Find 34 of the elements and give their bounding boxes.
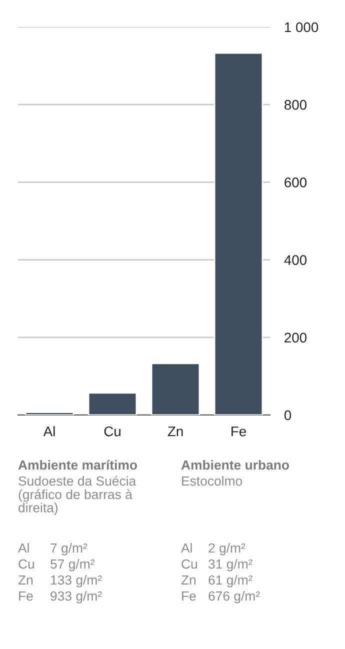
y-tick-label: 800 <box>284 100 307 110</box>
text: Ambiente marítimo <box>18 460 137 470</box>
x-tick-label: Zn <box>168 426 183 436</box>
text: 133 g/m² <box>51 575 102 588</box>
text: 57 g/m² <box>50 559 94 572</box>
text: 31 g/m² <box>208 559 252 572</box>
x-tick-label: Cu <box>104 426 120 436</box>
text: Al <box>181 543 192 553</box>
y-tick-label: 200 <box>284 332 307 343</box>
text: Fe <box>19 591 33 601</box>
text: Ambiente urbano <box>181 460 289 470</box>
text: Zn <box>18 575 33 585</box>
y-tick-label: 0 <box>284 410 292 420</box>
y-tick-label: 400 <box>284 255 307 265</box>
x-tick-label: Fe <box>232 426 246 436</box>
text: Estocolmo <box>182 476 242 486</box>
text: 933 g/m² <box>50 591 102 604</box>
text: 61 g/m² <box>208 575 252 588</box>
text: Cu <box>182 559 197 569</box>
y-tick-label: 1 000 <box>284 22 318 32</box>
bar <box>214 52 264 415</box>
text: 2 g/m² <box>208 543 246 556</box>
text: 7 g/m² <box>50 543 88 556</box>
x-tick-label: Al <box>43 426 55 436</box>
text: Sudoeste da Suécia (gráfico de barras à direita) <box>18 476 136 515</box>
text: Fe <box>182 591 196 601</box>
text: 676 g/m² <box>208 591 260 604</box>
bar <box>88 392 138 415</box>
text: Cu <box>18 559 34 569</box>
text: Zn <box>181 575 196 585</box>
y-tick-label: 600 <box>284 178 307 188</box>
text: Al <box>18 543 29 553</box>
bar <box>24 412 74 415</box>
bar <box>150 362 200 415</box>
